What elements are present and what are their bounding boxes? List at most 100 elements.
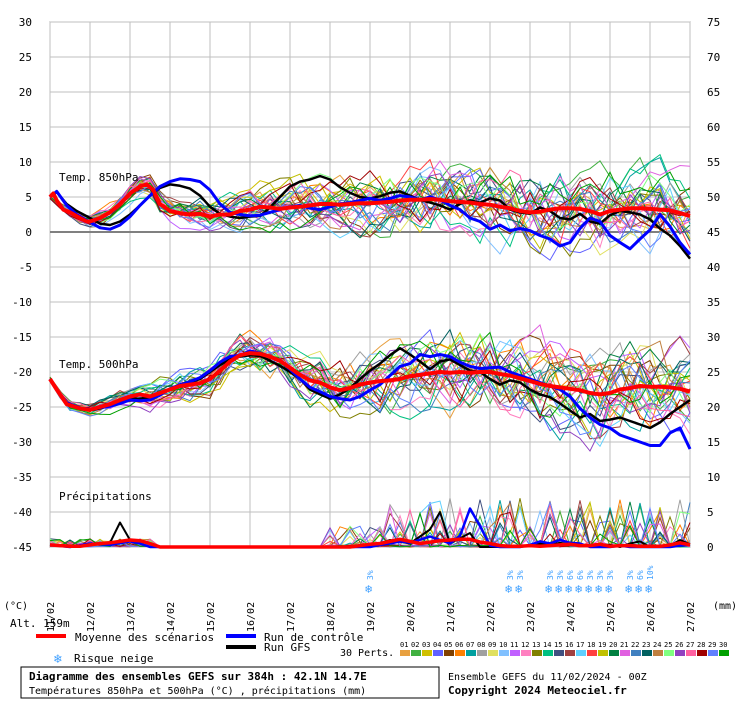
member-legend-number: 05 [444,641,452,649]
member-legend: 01 02 03 04 05 06 07 08 09 10 11 12 13 14 15 16 17 18 19 20… [400,641,729,656]
member-legend-swatch [411,650,421,656]
member-legend-number: 16 [565,641,573,649]
member-legend-swatch [422,650,432,656]
left-tick-label: -20 [12,366,32,379]
snow-percent-label: 3% [596,570,605,580]
left-tick-label: 10 [19,156,32,169]
member-legend-number: 28 [697,641,705,649]
snow-risk-markers: ❄3%❄3%❄3%❄3%❄3%❄6%❄6%❄3%❄3%❄3%❄3%❄6%❄10% [365,565,655,596]
snow-marker: ❄ [605,582,612,596]
left-tick-label: 25 [19,51,32,64]
member-legend-number: 20 [609,641,617,649]
member-legend-number: 17 [576,641,584,649]
x-tick-label: 17/02 [286,602,297,632]
t850-control-line [49,177,692,256]
member-legend-number: 22 [631,641,639,649]
snow-percent-label: 3% [546,570,555,580]
legend-gfs-swatch [226,645,256,649]
snow-marker: ❄ [585,582,592,596]
x-tick-label: 19/02 [366,602,377,632]
member-legend-number: 08 [477,641,485,649]
member-legend-swatch [521,650,531,656]
t500-control-line [48,349,692,450]
x-tick-label: 12/02 [86,602,97,632]
member-legend-swatch [664,650,674,656]
member-legend-number: 21 [620,641,628,649]
snowflake-icon: ❄ [53,652,62,667]
member-legend-swatch [697,650,707,656]
snow-marker: ❄ [505,582,512,596]
right-tick-label: 60 [707,121,720,134]
legend: Moyenne des scénarios Run de contrôle Ru… [36,631,729,667]
member-legend-swatch [675,650,685,656]
member-legend-number: 10 [499,641,507,649]
footer-run: Ensemble GEFS du 11/02/2024 - 00Z [448,672,647,683]
right-tick-label: 75 [707,16,720,29]
footer-box [20,666,440,699]
member-legend-swatch [466,650,476,656]
member-legend-swatch [598,650,608,656]
right-tick-label: 10 [707,471,720,484]
member-line-t500 [49,345,691,441]
member-legend-swatch [488,650,498,656]
right-tick-label: 45 [707,226,720,239]
member-legend-number: 13 [532,641,540,649]
snow-percent-label: 3% [586,570,595,580]
member-legend-number: 14 [543,641,551,649]
left-axis-ticks: 30 25 20 15 10 5 0 -5 -10 -15 -20 -25 -30 -35 -40 -45 [12,16,32,554]
precip-mean-line [49,537,691,549]
snow-marker: ❄ [365,582,372,596]
left-tick-label: -10 [12,296,32,309]
member-legend-swatch [708,650,718,656]
snow-percent-label: 6% [636,570,645,580]
x-tick-label: 24/02 [566,602,577,632]
footer-copyright: Copyright 2024 Meteociel.fr [448,684,627,697]
member-legend-number: 06 [455,641,463,649]
member-legend-number: 01 [400,641,408,649]
member-legend-number: 23 [642,641,650,649]
footer: Diagramme des ensembles GEFS sur 384h : … [20,666,647,699]
member-line-t850 [49,174,691,241]
member-line-t500 [49,339,691,452]
x-axis-labels: 11/02 12/02 13/02 14/02 15/02 16/02 17/02 18/02… [46,602,697,632]
member-line-t500 [49,342,691,437]
main-runs [48,174,692,549]
x-tick-label: 21/02 [446,602,457,632]
member-legend-swatch [444,650,454,656]
snow-marker: ❄ [545,582,552,596]
t850-label: Temp. 850hPa [59,171,138,184]
member-line-t850 [49,169,691,229]
member-legend-swatch [719,650,729,656]
t850-mean-line [48,182,691,224]
right-unit-label: (mm) [713,601,737,612]
x-tick-label: 18/02 [326,602,337,632]
x-tick-label: 25/02 [606,602,617,632]
left-unit-label: (°C) [4,601,28,612]
member-legend-swatch [455,650,465,656]
member-legend-swatch [686,650,696,656]
x-tick-label: 22/02 [486,602,497,632]
left-tick-label: 5 [25,191,32,204]
left-tick-label: 15 [19,121,32,134]
member-legend-number: 19 [598,641,606,649]
footer-title: Diagramme des ensembles GEFS sur 384h : … [29,670,367,683]
right-tick-label: 50 [707,191,720,204]
snow-marker: ❄ [575,582,582,596]
snow-marker: ❄ [625,582,632,596]
member-legend-swatch [576,650,586,656]
member-legend-number: 07 [466,641,474,649]
snow-percent-label: 3% [516,570,525,580]
member-legend-swatch [543,650,553,656]
member-legend-swatch [609,650,619,656]
x-tick-label: 15/02 [206,602,217,632]
left-tick-label: -30 [12,436,32,449]
x-tick-label: 14/02 [166,602,177,632]
member-legend-number: 25 [664,641,672,649]
t500-mean-line [48,351,691,412]
snow-percent-label: 3% [556,570,565,580]
snow-percent-label: 6% [576,570,585,580]
member-legend-number: 12 [521,641,529,649]
member-legend-swatch [642,650,652,656]
